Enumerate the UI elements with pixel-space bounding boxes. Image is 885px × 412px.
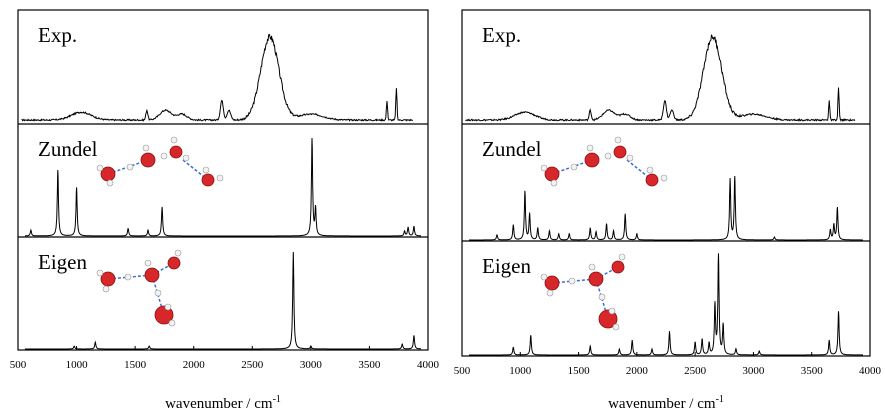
- oxygen-atom: [167, 256, 181, 270]
- hydrogen-atom: [540, 273, 548, 281]
- panel-label: Eigen: [38, 250, 87, 274]
- zundel-molecule-icon: [96, 136, 224, 187]
- hydrogen-atom: [568, 277, 576, 285]
- hydrogen-atom: [550, 179, 558, 187]
- right-chart: Exp. Zundel Eigen 500 1000 1500 2000 2500 3000 35…: [454, 9, 882, 412]
- oxygen-atom: [645, 173, 659, 187]
- hydrogen-atom: [546, 289, 554, 297]
- hydrogen-atom: [106, 179, 114, 187]
- panel-eigen: Eigen: [469, 253, 863, 356]
- oxygen-atom: [613, 145, 627, 159]
- plot-frame: [17, 9, 429, 351]
- x-tick-label: 4000: [417, 359, 440, 371]
- oxygen-atom: [140, 152, 156, 168]
- eigen-molecule-icon: [540, 253, 626, 331]
- x-axis-label-unit-exponent: -1: [716, 394, 724, 405]
- x-tick-label: 1000: [66, 359, 89, 371]
- hydrogen-atom: [598, 293, 606, 301]
- hydrogen-atom: [570, 163, 578, 171]
- plot-frame: [461, 9, 871, 357]
- x-tick-label: 2500: [241, 359, 264, 371]
- oxygen-atom: [598, 309, 618, 329]
- hydrogen-atom: [540, 164, 548, 172]
- hydrogen-atom: [174, 249, 182, 257]
- spectrum-line: [21, 33, 414, 122]
- hydrogen-atom: [96, 269, 104, 277]
- x-tick-label: 2000: [183, 359, 206, 371]
- oxygen-atom: [100, 271, 116, 287]
- hydrogen-atom: [154, 289, 162, 297]
- hydrogen-atom: [164, 303, 172, 311]
- oxygen-atom: [588, 271, 604, 287]
- hydrogen-atom: [142, 144, 150, 152]
- hydrogen-atom: [124, 273, 132, 281]
- hydrogen-atom: [586, 144, 594, 152]
- oxygen-atom: [201, 173, 215, 187]
- spectrum-line: [25, 137, 421, 237]
- oxygen-atom: [144, 267, 160, 283]
- hydrogen-atom: [216, 174, 224, 182]
- panel-label: Zundel: [38, 137, 98, 161]
- hydrogen-atom: [126, 163, 134, 171]
- panel-label: Zundel: [482, 137, 542, 161]
- panel-label: Eigen: [482, 254, 531, 278]
- panel-exp: Exp.: [465, 23, 856, 123]
- panel-exp: Exp.: [21, 23, 414, 122]
- hydrogen-atom: [614, 136, 622, 144]
- hydrogen-atom: [660, 174, 668, 182]
- oxygen-atom: [544, 275, 560, 291]
- hydrogen-atom: [608, 307, 616, 315]
- x-tick-label: 3500: [358, 359, 381, 371]
- hydrogen-atom: [646, 166, 654, 174]
- spectrum-line: [469, 175, 863, 241]
- hydrogen-atom: [102, 285, 110, 293]
- x-tick-label: 3000: [300, 359, 323, 371]
- hydrogen-atom: [144, 259, 152, 267]
- oxygen-atom: [611, 260, 625, 274]
- panel-label: Exp.: [38, 23, 77, 47]
- hydrogen-atom: [170, 136, 178, 144]
- x-tick-label: 1500: [568, 365, 591, 377]
- panel-zundel: Zundel: [469, 136, 863, 241]
- x-tick-label: 1000: [509, 365, 532, 377]
- spectrum-line: [469, 253, 863, 356]
- left-chart: Exp. Zundel Eigen 500 1000 1500 2000 2500 3000 35…: [10, 9, 440, 412]
- oxygen-atom: [154, 305, 174, 325]
- spectrum-line: [465, 34, 856, 123]
- x-tick-label: 2500: [684, 365, 707, 377]
- hydrogen-atom: [604, 152, 612, 160]
- hydrogen-atom: [588, 263, 596, 271]
- hydrogen-atom: [612, 323, 620, 331]
- hydrogen-atom: [202, 166, 210, 174]
- x-tick-label: 1500: [124, 359, 147, 371]
- panel-eigen: Eigen: [25, 249, 422, 350]
- x-axis-label: wavenumber / cm-1: [165, 394, 281, 412]
- x-tick-label: 500: [10, 359, 27, 371]
- oxygen-atom: [584, 152, 600, 168]
- panel-label: Exp.: [482, 23, 521, 47]
- x-axis-label: wavenumber / cm-1: [608, 394, 724, 412]
- x-axis-label-unit-exponent: -1: [273, 394, 281, 405]
- hydrogen-atom: [182, 154, 190, 162]
- x-tick-label: 4000: [859, 365, 882, 377]
- hydrogen-atom: [96, 164, 104, 172]
- x-tick-label: 500: [454, 365, 471, 377]
- x-tick-label: 3000: [742, 365, 765, 377]
- panel-zundel: Zundel: [25, 136, 421, 237]
- zundel-molecule-icon: [540, 136, 668, 187]
- hydrogen-atom: [160, 152, 168, 160]
- x-tick-label: 2000: [626, 365, 649, 377]
- x-tick-label: 3500: [801, 365, 824, 377]
- eigen-molecule-icon: [96, 249, 182, 327]
- hydrogen-atom: [618, 253, 626, 261]
- spectrum-line: [25, 251, 422, 350]
- hydrogen-atom: [626, 154, 634, 162]
- oxygen-atom: [169, 145, 183, 159]
- hydrogen-atom: [168, 319, 176, 327]
